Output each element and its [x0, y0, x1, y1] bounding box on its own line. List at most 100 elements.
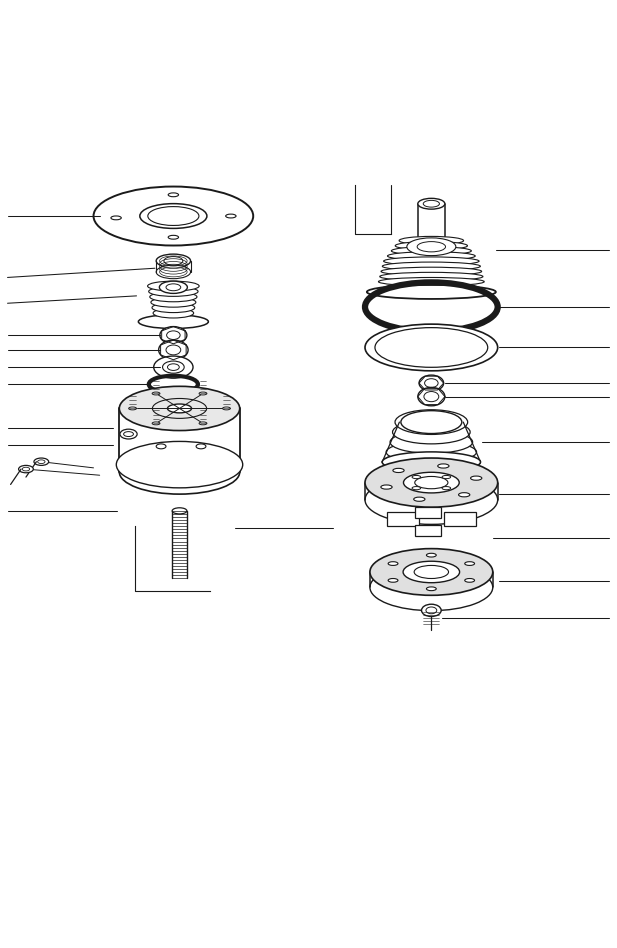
Ellipse shape — [388, 562, 398, 565]
Ellipse shape — [365, 458, 498, 507]
Bar — [444, 512, 476, 525]
Ellipse shape — [156, 444, 166, 448]
Ellipse shape — [119, 450, 240, 494]
Ellipse shape — [168, 192, 178, 197]
Ellipse shape — [166, 345, 181, 355]
Ellipse shape — [403, 561, 460, 583]
Ellipse shape — [156, 254, 191, 267]
Ellipse shape — [140, 204, 207, 228]
Ellipse shape — [388, 578, 398, 582]
Ellipse shape — [418, 388, 445, 406]
Ellipse shape — [424, 378, 438, 388]
Ellipse shape — [392, 420, 470, 444]
Ellipse shape — [162, 361, 184, 374]
Ellipse shape — [148, 207, 199, 226]
Ellipse shape — [120, 429, 137, 439]
Ellipse shape — [153, 308, 194, 318]
Ellipse shape — [382, 452, 481, 472]
Ellipse shape — [417, 242, 445, 252]
Bar — [415, 525, 441, 536]
Ellipse shape — [426, 554, 436, 557]
Ellipse shape — [378, 278, 484, 286]
Ellipse shape — [471, 476, 482, 481]
Ellipse shape — [370, 564, 493, 611]
Ellipse shape — [419, 375, 444, 392]
Ellipse shape — [404, 472, 459, 493]
Ellipse shape — [159, 282, 188, 294]
Ellipse shape — [458, 493, 470, 497]
Ellipse shape — [367, 285, 496, 299]
Ellipse shape — [370, 549, 493, 595]
Ellipse shape — [34, 458, 49, 465]
Bar — [415, 506, 441, 518]
Ellipse shape — [159, 340, 188, 359]
Ellipse shape — [412, 476, 421, 479]
Ellipse shape — [365, 324, 498, 371]
Ellipse shape — [426, 587, 436, 591]
Ellipse shape — [442, 486, 450, 490]
Ellipse shape — [365, 475, 498, 524]
Ellipse shape — [442, 476, 450, 479]
Ellipse shape — [223, 407, 230, 410]
Ellipse shape — [226, 214, 236, 218]
Ellipse shape — [199, 422, 207, 425]
Ellipse shape — [167, 404, 191, 413]
Ellipse shape — [381, 485, 392, 489]
Ellipse shape — [386, 442, 476, 463]
Ellipse shape — [423, 200, 439, 207]
Ellipse shape — [415, 477, 448, 489]
Ellipse shape — [196, 444, 206, 448]
Ellipse shape — [390, 430, 473, 453]
Ellipse shape — [154, 356, 193, 378]
Ellipse shape — [384, 257, 479, 265]
Ellipse shape — [424, 392, 439, 402]
Ellipse shape — [407, 238, 456, 256]
Ellipse shape — [167, 364, 180, 371]
Ellipse shape — [426, 607, 437, 613]
Ellipse shape — [391, 246, 471, 255]
Ellipse shape — [399, 236, 463, 245]
Ellipse shape — [382, 452, 481, 472]
Ellipse shape — [152, 302, 195, 313]
Ellipse shape — [150, 292, 197, 301]
Ellipse shape — [437, 464, 449, 468]
Ellipse shape — [38, 460, 45, 464]
Ellipse shape — [119, 387, 240, 430]
Ellipse shape — [123, 431, 133, 436]
Bar — [387, 512, 419, 525]
Ellipse shape — [465, 562, 474, 565]
Ellipse shape — [22, 467, 30, 471]
Ellipse shape — [138, 315, 209, 329]
Ellipse shape — [164, 257, 183, 265]
Ellipse shape — [395, 242, 468, 250]
Ellipse shape — [383, 262, 481, 270]
Ellipse shape — [168, 235, 178, 239]
Ellipse shape — [379, 272, 483, 281]
Ellipse shape — [414, 565, 449, 578]
Ellipse shape — [166, 283, 181, 291]
Ellipse shape — [412, 486, 421, 490]
Ellipse shape — [375, 328, 487, 367]
Ellipse shape — [167, 331, 180, 339]
Ellipse shape — [151, 298, 196, 307]
Ellipse shape — [94, 187, 253, 246]
Ellipse shape — [172, 508, 187, 514]
Ellipse shape — [152, 392, 160, 395]
Ellipse shape — [465, 578, 474, 582]
Ellipse shape — [156, 265, 191, 279]
Ellipse shape — [111, 216, 122, 220]
Ellipse shape — [421, 604, 441, 616]
Ellipse shape — [395, 410, 468, 434]
Ellipse shape — [160, 327, 187, 344]
Ellipse shape — [393, 468, 404, 472]
Ellipse shape — [418, 198, 445, 210]
Ellipse shape — [199, 392, 207, 395]
Ellipse shape — [117, 442, 242, 488]
Ellipse shape — [401, 410, 462, 433]
Ellipse shape — [152, 422, 160, 425]
Ellipse shape — [129, 407, 136, 410]
Ellipse shape — [413, 497, 425, 501]
Ellipse shape — [19, 465, 33, 473]
Ellipse shape — [149, 286, 198, 297]
Ellipse shape — [147, 282, 199, 291]
